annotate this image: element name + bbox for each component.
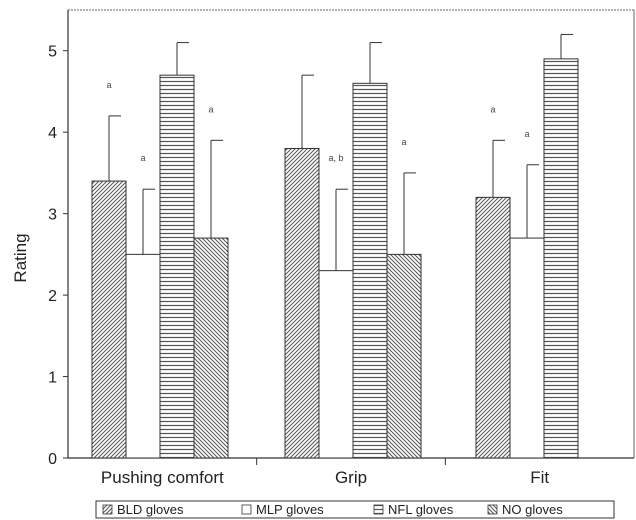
- legend-label: NFL gloves: [388, 502, 454, 517]
- legend-swatch: [241, 504, 252, 515]
- y-axis: 0 1 2 3 4 5: [48, 10, 69, 468]
- x-category-label: Grip: [335, 468, 367, 487]
- bar: [352, 82, 388, 459]
- error-bars: [108, 33, 573, 271]
- x-category-label: Pushing comfort: [101, 468, 224, 487]
- y-tick-label: 0: [48, 451, 57, 468]
- significance-label: a, b: [328, 153, 343, 163]
- y-tick-label: 2: [48, 288, 57, 305]
- bar: [193, 237, 229, 459]
- legend-label: BLD gloves: [117, 502, 184, 517]
- bar: [284, 147, 320, 459]
- legend-label: NO gloves: [502, 502, 563, 517]
- legend: BLD gloves MLP gloves NFL gloves NO gloves: [95, 500, 615, 519]
- bar: [318, 270, 354, 459]
- plot-frame: [68, 9, 635, 458]
- legend-box: [95, 500, 615, 519]
- significance-label: a: [208, 104, 213, 114]
- bar: [543, 58, 579, 459]
- significance-labels: a a a a, b a a a: [106, 80, 529, 163]
- y-axis-title: Rating: [11, 233, 30, 282]
- legend-label: MLP gloves: [256, 502, 324, 517]
- legend-swatch: [487, 504, 498, 515]
- x-category-label: Fit: [530, 468, 549, 487]
- bar: [125, 253, 161, 459]
- significance-label: a: [106, 80, 111, 90]
- significance-label: a: [490, 104, 495, 114]
- x-axis: Pushing comfort Grip Fit: [68, 457, 634, 487]
- y-tick-label: 5: [48, 44, 57, 61]
- y-tick-label: 1: [48, 370, 57, 387]
- significance-label: a: [140, 153, 145, 163]
- bar: [509, 237, 545, 459]
- bar: [386, 253, 422, 459]
- significance-label: a: [401, 137, 406, 147]
- significance-label: a: [524, 129, 529, 139]
- legend-swatch: [373, 504, 384, 515]
- y-tick-label: 3: [48, 207, 57, 224]
- bars: [91, 58, 579, 459]
- bar: [91, 180, 127, 459]
- bar: [475, 196, 511, 459]
- legend-swatch: [102, 504, 113, 515]
- bar: [159, 74, 195, 459]
- y-tick-label: 4: [48, 125, 57, 142]
